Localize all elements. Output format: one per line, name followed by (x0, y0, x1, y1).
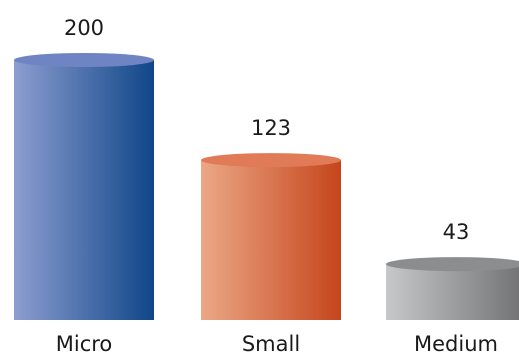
category-label: Small (242, 332, 300, 356)
bars-layer: 200 Micro 123 Small 43 Medium (14, 16, 519, 356)
category-label: Micro (56, 332, 113, 356)
value-label: 200 (64, 16, 104, 40)
bar-top (14, 53, 154, 67)
bar-medium: 43 Medium (386, 220, 519, 356)
bar-small: 123 Small (201, 116, 341, 356)
bar-micro: 200 Micro (14, 16, 154, 356)
bar-body (386, 264, 519, 320)
value-label: 123 (251, 116, 291, 140)
bar-top (201, 153, 341, 168)
bar-body (201, 160, 341, 320)
category-label: Medium (414, 332, 498, 356)
value-label: 43 (443, 220, 470, 244)
bar-top (386, 257, 519, 272)
bar-body (14, 60, 154, 320)
